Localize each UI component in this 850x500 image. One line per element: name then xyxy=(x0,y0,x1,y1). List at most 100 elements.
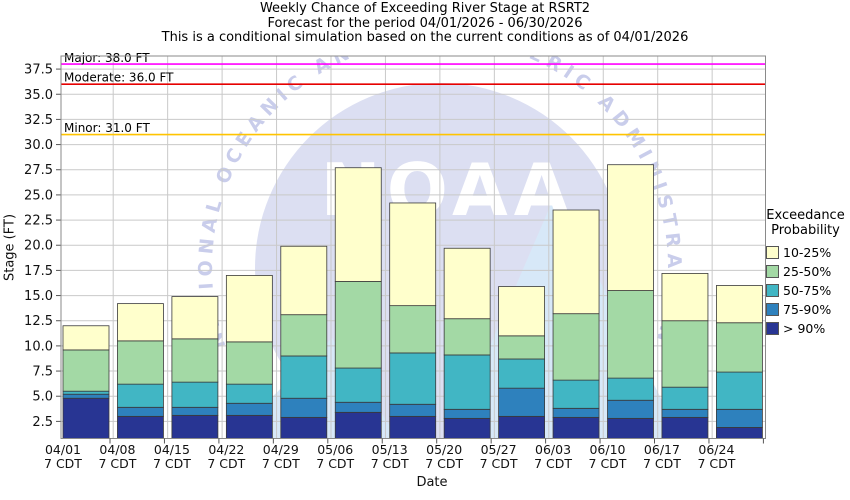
legend-item-label: 75-90% xyxy=(783,302,832,317)
legend-item-label: 25-50% xyxy=(783,264,832,279)
x-tick-label-date: 06/24 xyxy=(698,442,734,457)
plot-border xyxy=(60,55,766,439)
x-tick-label-time: 7 CDT xyxy=(534,456,572,471)
bar-segment-7590 xyxy=(716,408,763,428)
threshold-label-major: Major: 38.0 FT xyxy=(64,51,150,65)
bar-segment-90 xyxy=(661,416,709,439)
bar-segment-7590 xyxy=(443,408,491,419)
bar-segment-5075 xyxy=(661,386,709,410)
y-tick-label: 20.0 xyxy=(24,239,53,254)
bar-segment-1025 xyxy=(225,275,273,343)
bar-segment-90 xyxy=(552,416,600,439)
bar-segment-1025 xyxy=(661,273,709,322)
x-tick-label-date: 05/27 xyxy=(481,442,517,457)
y-tick-label: 30.0 xyxy=(24,138,53,153)
bar-segment-2550 xyxy=(171,338,219,383)
legend-item-label: 50-75% xyxy=(783,283,832,298)
bar-segment-1025 xyxy=(389,202,437,307)
y-tick-label: 37.5 xyxy=(24,63,53,78)
bar-segment-2550 xyxy=(389,305,437,354)
bar-segment-5075 xyxy=(389,352,437,405)
bar-segment-7590 xyxy=(117,406,164,417)
bar-segment-90 xyxy=(334,411,382,439)
y-tick-label: 15.0 xyxy=(24,289,53,304)
chart-note: This is a conditional simulation based o… xyxy=(161,30,689,45)
bar-segment-1025 xyxy=(498,286,546,337)
bar-segment-1025 xyxy=(607,164,654,291)
x-tick-label-time: 7 CDT xyxy=(697,456,735,471)
bar-segment-1025 xyxy=(716,285,763,324)
x-tick-label-time: 7 CDT xyxy=(153,456,191,471)
x-tick-label-date: 04/01 xyxy=(45,442,81,457)
bar-segment-5075 xyxy=(716,371,763,410)
x-tick-label-time: 7 CDT xyxy=(371,456,409,471)
y-tick-label: 25.0 xyxy=(24,188,53,203)
legend: Exceedance Probability 10-25% 25-50% 50-75… xyxy=(761,208,850,338)
bar-segment-2550 xyxy=(62,349,110,392)
x-tick-label-time: 7 CDT xyxy=(316,456,354,471)
bar-segment-5075 xyxy=(552,379,600,409)
legend-item-label: > 90% xyxy=(783,321,826,336)
bar-segment-2550 xyxy=(716,322,763,373)
legend-item-label: 10-25% xyxy=(783,245,832,260)
chart-title-block: Weekly Chance of Exceeding River Stage a… xyxy=(0,1,850,46)
bar-segment-90 xyxy=(225,414,273,439)
y-tick-label: 12.5 xyxy=(24,314,53,329)
bar-segment-2550 xyxy=(607,290,654,379)
bar-segment-1025 xyxy=(552,209,600,315)
chart-title: Weekly Chance of Exceeding River Stage a… xyxy=(259,1,591,16)
bar-segment-7590 xyxy=(62,393,110,399)
x-tick-label-date: 04/15 xyxy=(154,442,190,457)
bar-segment-90 xyxy=(117,415,164,439)
bar-segment-5075 xyxy=(334,367,382,403)
bar-segment-5075 xyxy=(607,377,654,401)
legend-item: > 90% xyxy=(766,319,850,338)
bar-segment-7590 xyxy=(607,399,654,419)
bar-segment-2550 xyxy=(498,335,546,360)
bar-segment-7590 xyxy=(280,397,328,418)
bar-segment-5075 xyxy=(62,390,110,395)
y-tick-label: 32.5 xyxy=(24,113,53,128)
threshold-label-moderate: Moderate: 36.0 FT xyxy=(64,71,174,85)
bar-segment-5075 xyxy=(498,358,546,389)
bar-segment-2550 xyxy=(280,314,328,357)
bar-segment-1025 xyxy=(280,245,328,316)
x-tick-label-time: 7 CDT xyxy=(589,456,627,471)
x-tick-label-date: 05/13 xyxy=(372,442,408,457)
x-tick-label-time: 7 CDT xyxy=(480,456,518,471)
y-tick-label: 22.5 xyxy=(24,214,53,229)
x-tick-label-date: 04/22 xyxy=(208,442,244,457)
bar-segment-5075 xyxy=(117,383,164,408)
bar-segment-2550 xyxy=(334,281,382,369)
y-tick-label: 35.0 xyxy=(24,88,53,103)
legend-swatch xyxy=(766,303,779,316)
bar-segment-90 xyxy=(498,415,546,439)
legend-item: 10-25% xyxy=(766,243,850,262)
bar-segment-7590 xyxy=(661,408,709,418)
bar-segment-2550 xyxy=(225,341,273,385)
bar-segment-90 xyxy=(62,397,110,439)
legend-item: 25-50% xyxy=(766,262,850,281)
x-tick-label-date: 05/06 xyxy=(317,442,353,457)
y-tick-label: 17.5 xyxy=(24,264,53,279)
x-tick-label-date: 06/03 xyxy=(535,442,571,457)
x-tick-label-date: 06/10 xyxy=(589,442,625,457)
bar-segment-90 xyxy=(171,414,219,439)
bar-segment-7590 xyxy=(334,401,382,413)
y-axis-label: Stage (FT) xyxy=(2,213,18,282)
legend-item: 75-90% xyxy=(766,300,850,319)
bar-segment-5075 xyxy=(280,355,328,399)
x-tick-label-time: 7 CDT xyxy=(425,456,463,471)
x-tick-label-date: 04/08 xyxy=(99,442,135,457)
y-tick-label: 27.5 xyxy=(24,163,53,178)
bar-segment-2550 xyxy=(552,313,600,381)
bar-segment-5075 xyxy=(443,354,491,410)
legend-title-line1: Exceedance xyxy=(766,208,845,223)
bar-segment-5075 xyxy=(225,383,273,404)
bar-segment-7590 xyxy=(552,407,600,418)
legend-swatch xyxy=(766,284,779,297)
bar-segment-1025 xyxy=(443,247,491,320)
x-tick-label-time: 7 CDT xyxy=(44,456,82,471)
y-tick-label: 5.0 xyxy=(32,390,53,405)
